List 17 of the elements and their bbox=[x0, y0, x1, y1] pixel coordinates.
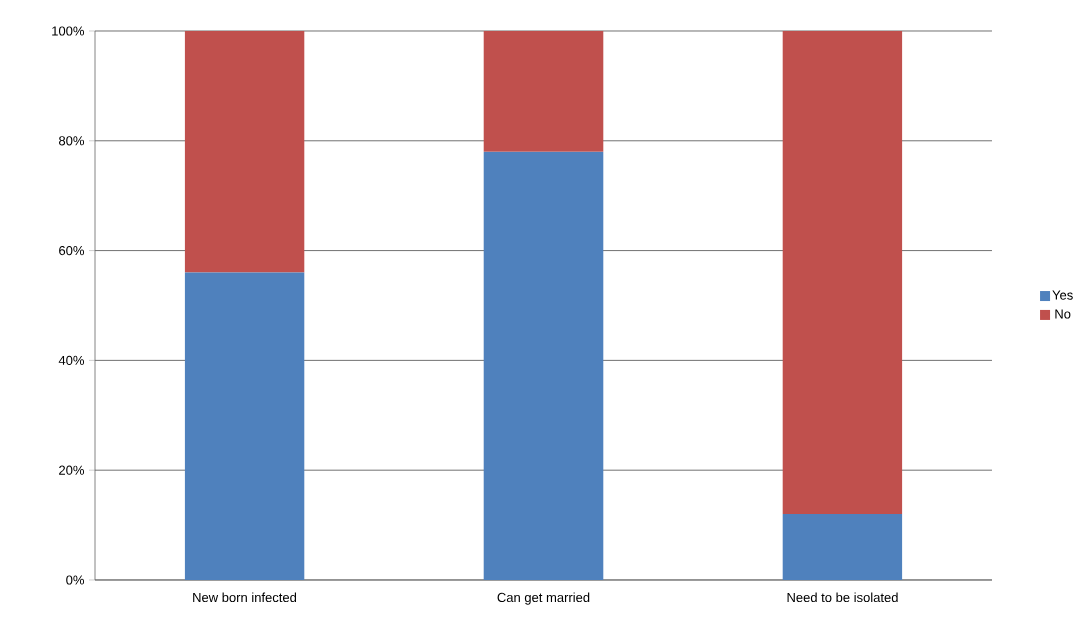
bar bbox=[483, 151, 604, 580]
y-tick-label: 40% bbox=[58, 355, 85, 365]
bar bbox=[184, 30, 305, 273]
x-tick-label: New born infected bbox=[193, 592, 297, 603]
bar bbox=[782, 514, 903, 580]
bar bbox=[184, 272, 305, 580]
y-tick-label: 20% bbox=[59, 465, 85, 475]
y-tick-label: 80% bbox=[59, 136, 85, 146]
legend-label: No bbox=[1055, 309, 1071, 319]
bar bbox=[782, 30, 903, 515]
y-tick-label: 100% bbox=[52, 26, 85, 36]
bar bbox=[483, 30, 604, 152]
y-tick-label: 60% bbox=[59, 245, 85, 256]
x-tick-label: Need to be isolated bbox=[787, 592, 898, 603]
y-tick-label: 0% bbox=[66, 575, 85, 585]
legend-label: Yes bbox=[1052, 290, 1073, 300]
x-tick-label: Can get married bbox=[497, 592, 590, 605]
